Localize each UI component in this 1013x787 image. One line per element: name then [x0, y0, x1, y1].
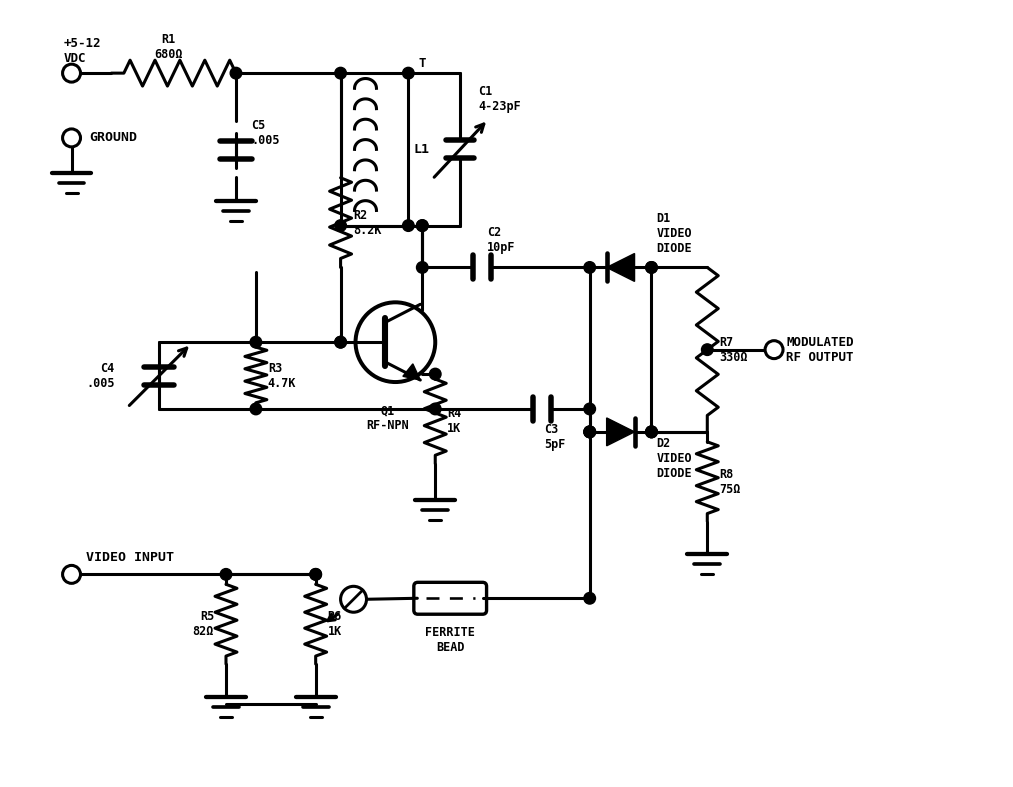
Circle shape — [765, 341, 783, 359]
Circle shape — [645, 261, 657, 273]
Circle shape — [250, 403, 261, 415]
Text: R1
680Ω: R1 680Ω — [154, 33, 183, 61]
Polygon shape — [607, 418, 634, 445]
Circle shape — [583, 403, 596, 415]
Circle shape — [63, 565, 80, 583]
Circle shape — [63, 129, 80, 147]
Text: C5
.005: C5 .005 — [251, 119, 280, 147]
Circle shape — [335, 336, 346, 348]
Text: +5-12
VDC: +5-12 VDC — [64, 37, 101, 65]
Text: C2
10pF: C2 10pF — [487, 227, 516, 254]
Circle shape — [335, 68, 346, 79]
Text: GROUND: GROUND — [89, 131, 138, 144]
Polygon shape — [403, 364, 420, 380]
Circle shape — [402, 220, 414, 231]
Circle shape — [645, 426, 657, 438]
Circle shape — [583, 426, 596, 438]
Circle shape — [335, 336, 346, 348]
Circle shape — [402, 68, 414, 79]
Text: D1
VIDEO
DIODE: D1 VIDEO DIODE — [656, 212, 692, 256]
Text: T: T — [418, 57, 426, 70]
Circle shape — [416, 220, 428, 231]
Circle shape — [230, 68, 242, 79]
Text: D2
VIDEO
DIODE: D2 VIDEO DIODE — [656, 437, 692, 480]
Circle shape — [430, 368, 441, 380]
Text: R8
75Ω: R8 75Ω — [719, 467, 741, 496]
Text: R7
330Ω: R7 330Ω — [719, 335, 748, 364]
Circle shape — [310, 568, 321, 580]
Text: C1
4-23pF: C1 4-23pF — [478, 85, 521, 113]
Circle shape — [220, 568, 232, 580]
Text: C4
.005: C4 .005 — [86, 361, 114, 390]
Circle shape — [583, 426, 596, 438]
Text: C3
5pF: C3 5pF — [544, 423, 565, 451]
Polygon shape — [607, 253, 634, 282]
Circle shape — [416, 220, 428, 231]
Circle shape — [645, 261, 657, 273]
Text: MODULATED
RF OUTPUT: MODULATED RF OUTPUT — [786, 335, 854, 364]
Circle shape — [310, 568, 321, 580]
Circle shape — [583, 261, 596, 273]
Text: L1: L1 — [413, 143, 430, 156]
Circle shape — [702, 344, 713, 356]
Circle shape — [583, 426, 596, 438]
Circle shape — [645, 426, 657, 438]
Text: R4
1K: R4 1K — [447, 407, 462, 435]
Text: R6
1K: R6 1K — [327, 610, 341, 638]
Text: FERRITE
BEAD: FERRITE BEAD — [425, 626, 475, 654]
Text: R3
4.7K: R3 4.7K — [267, 361, 297, 390]
Circle shape — [416, 261, 428, 273]
Circle shape — [430, 403, 441, 415]
Text: R2
8.2K: R2 8.2K — [354, 209, 382, 237]
Circle shape — [645, 426, 657, 438]
Circle shape — [583, 593, 596, 604]
Text: Q1
RF-NPN: Q1 RF-NPN — [366, 404, 409, 432]
Circle shape — [63, 65, 80, 82]
Circle shape — [335, 220, 346, 231]
Circle shape — [250, 336, 261, 348]
Text: R5
82Ω: R5 82Ω — [192, 610, 214, 638]
Text: VIDEO INPUT: VIDEO INPUT — [86, 552, 174, 564]
